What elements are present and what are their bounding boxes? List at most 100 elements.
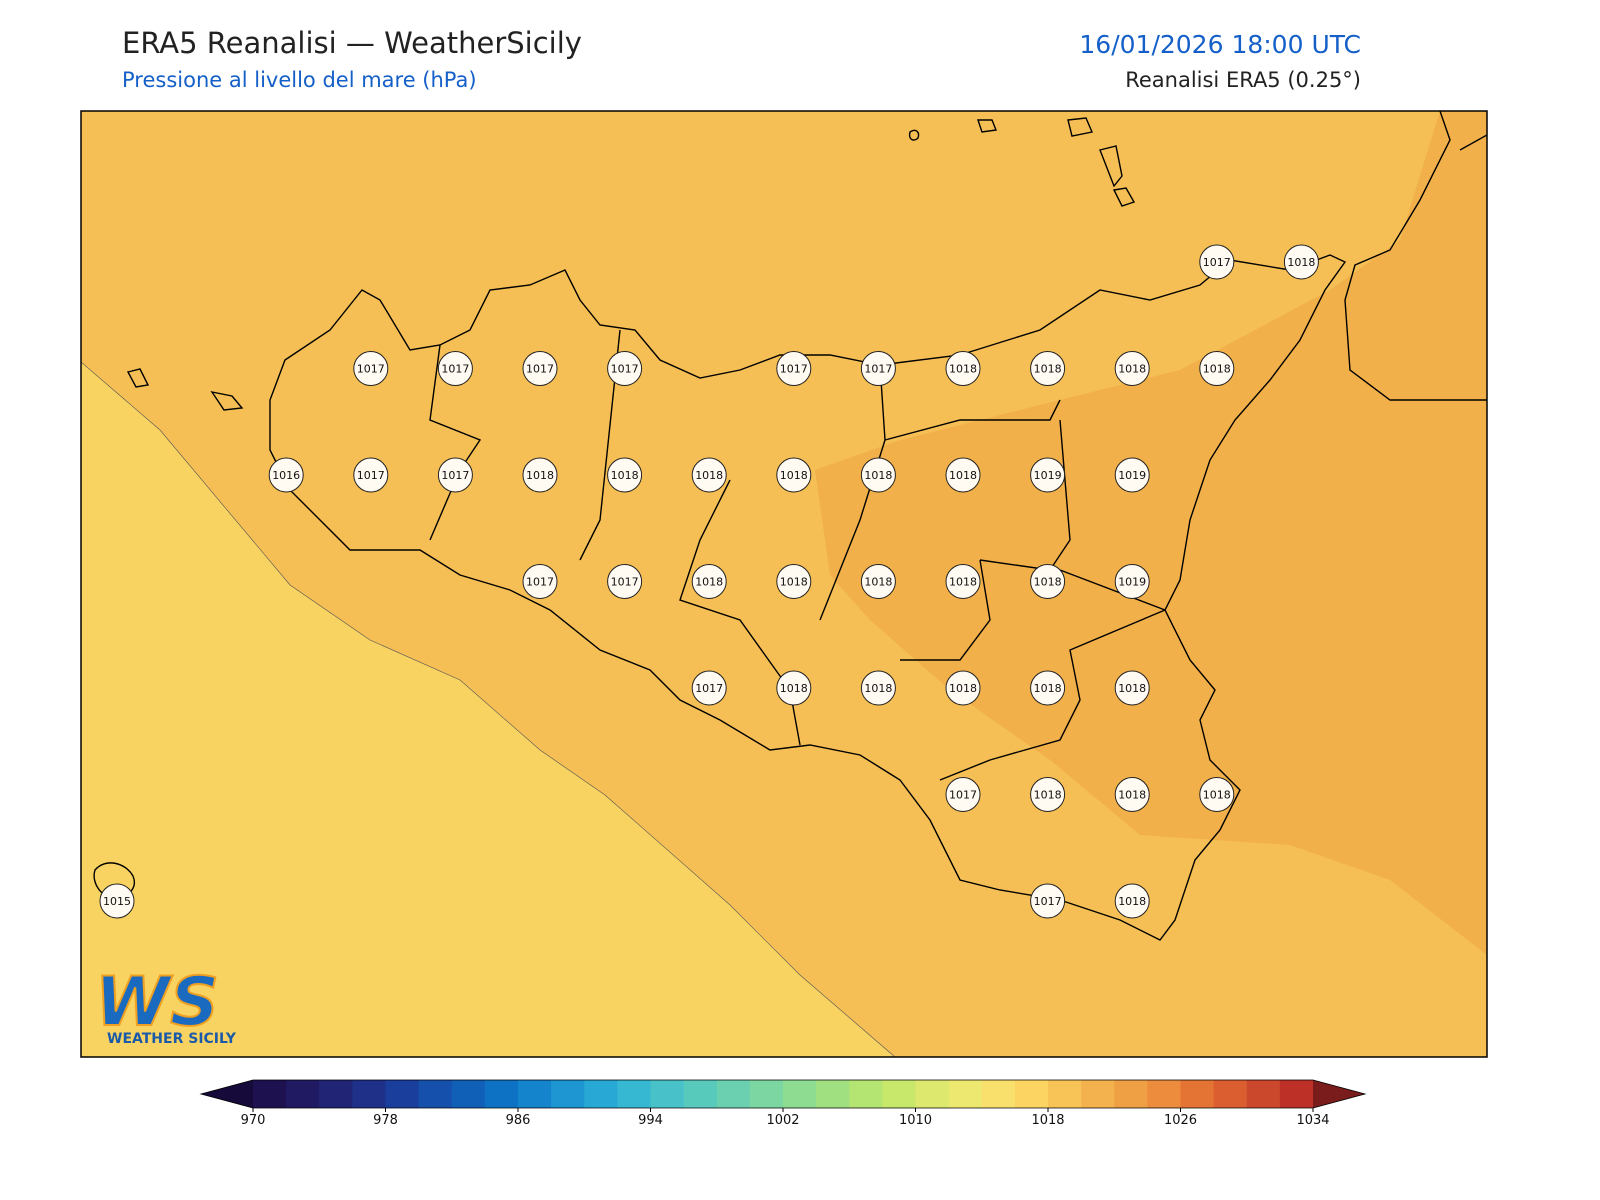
station-value: 1018 — [864, 682, 892, 695]
colorbar-segment — [518, 1080, 552, 1108]
station-layer: 1017 1018 1017 1017 1017 1017 1017 1017 1018 1018… — [99, 244, 1319, 919]
colorbar-segment — [584, 1080, 618, 1108]
station-value: 1017 — [526, 363, 554, 376]
station-marker — [776, 457, 812, 493]
colorbar-segment — [1180, 1080, 1215, 1108]
colorbar-segment — [716, 1080, 751, 1108]
station-marker — [776, 564, 812, 599]
field-1016 — [81, 361, 896, 1057]
station-marker — [1030, 351, 1066, 386]
station-value: 1018 — [780, 576, 808, 589]
station-value: 1017 — [611, 576, 639, 589]
station-marker — [268, 457, 304, 493]
station-value: 1018 — [780, 682, 808, 695]
station: 1019 — [1114, 457, 1150, 493]
station-value: 1015 — [103, 895, 131, 908]
station-value: 1018 — [1118, 895, 1146, 908]
station: 1018 — [1114, 351, 1150, 386]
colorbar-segment — [1048, 1080, 1082, 1108]
station-marker — [437, 457, 473, 493]
station: 1018 — [776, 670, 812, 706]
station-marker — [1114, 351, 1150, 386]
station-value: 1018 — [1034, 363, 1062, 376]
station-value: 1018 — [1118, 363, 1146, 376]
station-marker — [522, 351, 558, 386]
station-value: 1017 — [695, 682, 723, 695]
station: 1018 — [522, 457, 558, 493]
station: 1018 — [1030, 564, 1066, 599]
station: 1017 — [607, 564, 643, 599]
field-1019 — [815, 111, 1487, 955]
station-marker — [1199, 351, 1235, 386]
logo: WS WEATHER SICILY — [94, 962, 237, 1047]
station-value: 1018 — [1203, 789, 1231, 802]
station: 1016 — [268, 457, 304, 493]
station-marker — [691, 670, 727, 706]
colorbar-segment — [484, 1080, 519, 1108]
colorbar-segment — [749, 1080, 784, 1108]
datetime: 16/01/2026 18:00 UTC — [1079, 30, 1361, 59]
station-value: 1017 — [611, 363, 639, 376]
colorbar-segment — [286, 1080, 320, 1108]
station: 1017 — [945, 777, 981, 812]
colorbar-segment — [617, 1080, 651, 1108]
station-marker — [860, 564, 896, 599]
station: 1017 — [522, 564, 558, 599]
colorbar-segment — [1147, 1080, 1181, 1108]
station: 1017 — [522, 351, 558, 386]
station-marker — [99, 883, 135, 919]
station: 1018 — [776, 564, 812, 599]
station: 1018 — [860, 457, 896, 493]
station-marker — [607, 457, 643, 493]
station-value: 1016 — [272, 469, 300, 482]
station-value: 1018 — [611, 469, 639, 482]
station-value: 1018 — [780, 469, 808, 482]
station: 1018 — [691, 564, 727, 599]
station-marker — [437, 351, 473, 386]
station-value: 1017 — [357, 469, 385, 482]
colorbar-segment — [816, 1080, 850, 1108]
station-marker — [860, 670, 896, 706]
station-marker — [945, 670, 981, 706]
station-marker — [860, 351, 896, 386]
station-marker — [353, 351, 389, 386]
station-value: 1017 — [441, 469, 469, 482]
station-marker — [1114, 457, 1150, 493]
station-value: 1018 — [1034, 576, 1062, 589]
station-marker — [1114, 883, 1150, 919]
station: 1018 — [1114, 777, 1150, 812]
colorbar-segment — [352, 1080, 386, 1108]
colorbar-segment — [650, 1080, 685, 1108]
station: 1018 — [1114, 670, 1150, 706]
station-value: 1017 — [864, 363, 892, 376]
station-value: 1017 — [441, 363, 469, 376]
map-frame — [80, 110, 1488, 1058]
map: 1017 1018 1017 1017 1017 1017 1017 1017 1018 1018… — [80, 110, 1488, 1058]
colorbar-segment — [683, 1080, 718, 1108]
colorbar-segment — [1213, 1080, 1248, 1108]
station-value: 1019 — [1034, 469, 1062, 482]
station-value: 1017 — [949, 789, 977, 802]
station: 1017 — [353, 457, 389, 493]
station-value: 1019 — [1118, 576, 1146, 589]
colorbar-segment — [253, 1080, 287, 1108]
station-marker — [945, 351, 981, 386]
station: 1019 — [1114, 564, 1150, 599]
station: 1017 — [776, 351, 812, 386]
station-marker — [1030, 883, 1066, 919]
station-value: 1017 — [1203, 256, 1231, 269]
station-marker — [1283, 244, 1319, 280]
station: 1018 — [945, 670, 981, 706]
station: 1018 — [776, 457, 812, 493]
station: 1017 — [353, 351, 389, 386]
colorbar-tick-label: 978 — [373, 1113, 398, 1128]
station: 1018 — [1030, 351, 1066, 386]
station-marker — [607, 564, 643, 599]
station-marker — [1030, 670, 1066, 706]
colorbar-segment — [981, 1080, 1016, 1108]
colorbar-segment — [1081, 1080, 1115, 1108]
colorbar-tick-label: 1026 — [1164, 1113, 1197, 1128]
station-marker — [522, 564, 558, 599]
colorbar-tick-label: 994 — [638, 1113, 663, 1128]
